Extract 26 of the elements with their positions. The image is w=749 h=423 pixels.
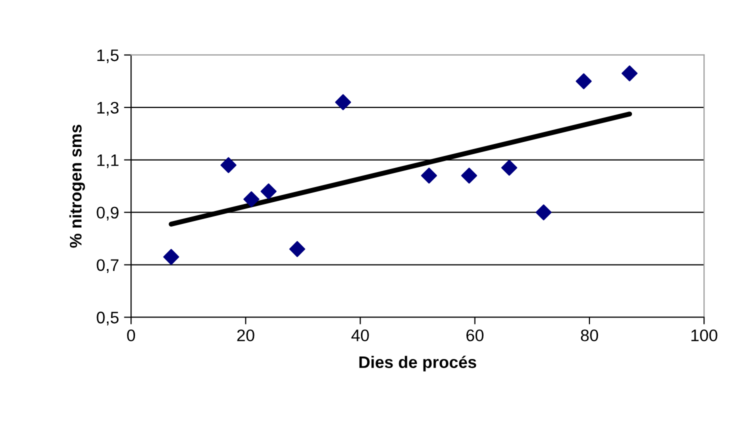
point bbox=[622, 65, 638, 82]
point bbox=[289, 241, 306, 258]
point bbox=[461, 168, 478, 184]
y-tick-label: 0,5 bbox=[96, 312, 119, 326]
point bbox=[335, 94, 352, 110]
point bbox=[576, 73, 592, 90]
x-tick-label: 0 bbox=[127, 329, 136, 342]
y-axis-title: % nitrogen sms bbox=[69, 124, 85, 248]
point bbox=[536, 204, 552, 220]
point bbox=[501, 160, 518, 176]
point bbox=[163, 248, 180, 265]
point bbox=[421, 168, 438, 184]
x-tick-label: 100 bbox=[691, 329, 718, 342]
y-tick-label: 0,9 bbox=[96, 206, 118, 221]
y-tick-label: 0,7 bbox=[96, 259, 118, 273]
x-tick-label: 80 bbox=[580, 329, 598, 342]
point bbox=[243, 191, 260, 208]
x-tick-label: 40 bbox=[351, 329, 369, 342]
y-tick-label: 1,3 bbox=[97, 102, 119, 116]
y-tick-label: 1,1 bbox=[97, 154, 118, 168]
x-tick-label: 60 bbox=[466, 329, 484, 342]
y-tick-label: 1,5 bbox=[97, 50, 119, 64]
x-tick-label: 20 bbox=[237, 329, 254, 342]
point bbox=[220, 157, 236, 174]
point bbox=[260, 183, 277, 200]
x-axis-title: Dies de procés bbox=[359, 356, 476, 372]
